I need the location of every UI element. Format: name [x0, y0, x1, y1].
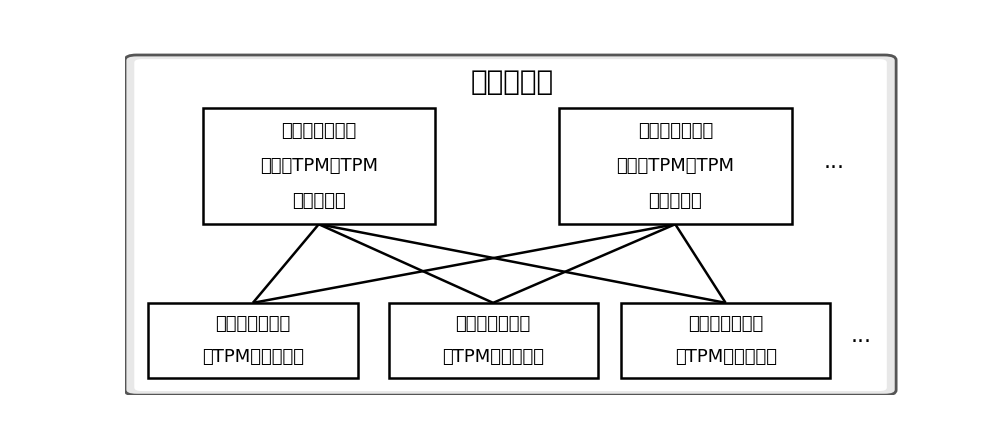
- Text: ···: ···: [824, 158, 845, 178]
- FancyBboxPatch shape: [621, 303, 830, 378]
- FancyBboxPatch shape: [559, 108, 792, 224]
- Text: （TPM代理模块）: （TPM代理模块）: [675, 348, 777, 366]
- Text: 第一子处理单元: 第一子处理单元: [456, 315, 531, 333]
- Text: 管理模块）: 管理模块）: [648, 192, 702, 210]
- Text: （硬件TPM、TPM: （硬件TPM、TPM: [260, 157, 378, 175]
- FancyBboxPatch shape: [134, 59, 887, 391]
- Text: （TPM代理模块）: （TPM代理模块）: [202, 348, 304, 366]
- FancyBboxPatch shape: [388, 303, 598, 378]
- Text: （硬件TPM、TPM: （硬件TPM、TPM: [616, 157, 734, 175]
- FancyBboxPatch shape: [125, 55, 896, 395]
- Text: 第二主处理单元: 第二主处理单元: [638, 122, 713, 140]
- Text: （TPM代理模块）: （TPM代理模块）: [442, 348, 544, 366]
- FancyBboxPatch shape: [202, 108, 435, 224]
- FancyBboxPatch shape: [148, 303, 358, 378]
- Text: 第一子处理单元: 第一子处理单元: [215, 315, 290, 333]
- Text: 第一主处理单元: 第一主处理单元: [281, 122, 356, 140]
- Text: 管理模块）: 管理模块）: [292, 192, 346, 210]
- Text: 分布式系统: 分布式系统: [471, 68, 554, 96]
- Text: ···: ···: [851, 332, 872, 352]
- Text: 第一子处理单元: 第一子处理单元: [688, 315, 763, 333]
